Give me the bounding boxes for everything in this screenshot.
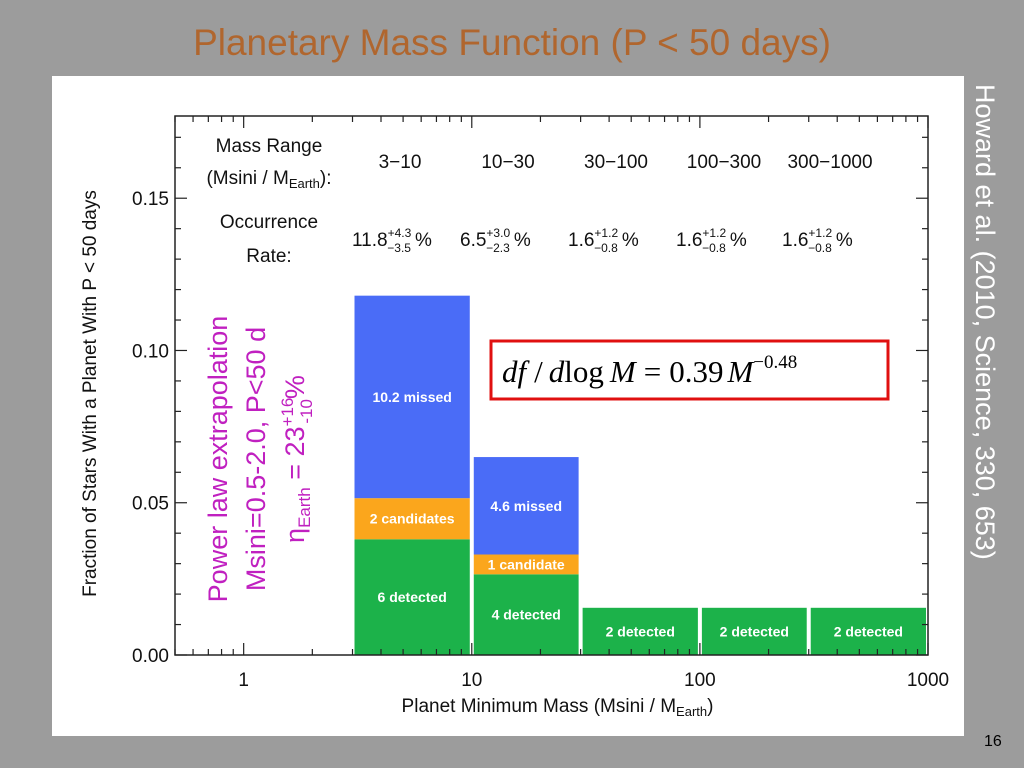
mass-range-units: (Msini / MEarth): (206, 168, 331, 191)
bar-label-detected-0: 6 detected (378, 589, 447, 605)
x-tick-label-0: 1 (238, 670, 249, 691)
y-tick-label-0: 0.00 (132, 646, 169, 667)
bar-label-detected-4: 2 detected (834, 623, 903, 639)
annotation-line-2: Msini=0.5-2.0, P<50 d (241, 327, 271, 591)
bar-label-candidates-1: 1 candidate (488, 556, 565, 572)
occurrence-heading-rate: Rate: (246, 246, 291, 267)
citation: Howard et al. (2010, Science, 330, 653) (970, 84, 1000, 560)
bar-detected-4 (810, 607, 926, 655)
annotation-line-1: Power law extrapolation (203, 316, 233, 603)
chart-panel: 6 detected 2 candidates 10.2 missed 4 detec… (52, 76, 964, 736)
mass-range-2: 30−100 (584, 152, 648, 173)
plot-frame (174, 115, 929, 656)
annotation-eta-earth: ηEarth = 23+16-10% (278, 375, 316, 543)
bar-detected-0 (354, 539, 470, 655)
power-law-formula: df / dlog M = 0.39 M−0.48 (489, 339, 890, 401)
x-tick-label-1: 10 (461, 670, 482, 691)
y-tick-label-1: 0.05 (132, 494, 169, 515)
x-tick-label-2: 100 (684, 670, 716, 691)
header-columns: 3−10 11.8+4.3 −3.5 % 10−30 6.5+3.0 −2.3 % 30−100… (352, 152, 873, 255)
bar-label-detected-2: 2 detected (606, 623, 675, 639)
x-axis-label-tail: ) (707, 696, 713, 717)
occurrence-rate-4: 1.6+1.2 −0.8% (782, 226, 853, 255)
bar-label-candidates-0: 2 candidates (370, 511, 455, 527)
bar-candidates-1 (473, 554, 579, 575)
bar-detected-3 (701, 607, 807, 655)
occurrence-rate-0: 11.8+4.3 −3.5% (352, 226, 432, 255)
x-axis-label-main: Planet Minimum Mass (Msini / M (402, 696, 677, 717)
occurrence-rate-2: 1.6+1.2 −0.8% (568, 226, 639, 255)
occurrence-heading: Occurrence (220, 212, 318, 233)
bar-candidates-0 (354, 498, 470, 540)
slide-title: Planetary Mass Function (P < 50 days) (193, 22, 831, 63)
x-axis-label: Planet Minimum Mass (Msini / MEarth) (402, 696, 714, 719)
bar-label-detected-3: 2 detected (720, 623, 789, 639)
bar-detected-2 (582, 607, 698, 655)
bar-label-missed-0: 10.2 missed (372, 389, 451, 405)
formula-box (489, 339, 890, 401)
mass-range-heading: Mass Range (216, 136, 323, 157)
power-law-annotation: Power law extrapolation Msini=0.5-2.0, P… (203, 316, 316, 603)
mass-range-0: 3−10 (379, 152, 422, 173)
bar-detected-1 (473, 574, 579, 655)
bar-missed-1 (473, 457, 579, 555)
x-tick-label-3: 1000 (907, 670, 949, 691)
bar-label-missed-1: 4.6 missed (490, 498, 562, 514)
ticks-layer: 1 10 100 1000 0.00 0.05 0.10 0.15 (132, 116, 949, 691)
y-tick-label-2: 0.10 (132, 341, 169, 362)
bars-layer: 6 detected 2 candidates 10.2 missed 4 detec… (354, 295, 926, 655)
mass-range-1: 10−30 (481, 152, 534, 173)
occurrence-rate-1: 6.5+3.0 −2.3% (460, 226, 531, 255)
mass-range-4: 300−1000 (787, 152, 872, 173)
mass-function-chart: 6 detected 2 candidates 10.2 missed 4 detec… (80, 115, 949, 719)
x-axis-label-sub: Earth (676, 704, 707, 719)
occurrence-rate-3: 1.6+1.2 −0.8% (676, 226, 747, 255)
bar-missed-0 (354, 295, 470, 499)
page-number: 16 (984, 733, 1002, 750)
y-tick-label-3: 0.15 (132, 189, 169, 210)
bar-label-detected-1: 4 detected (492, 607, 561, 623)
mass-range-3: 100−300 (687, 152, 762, 173)
y-axis-label: Fraction of Stars With a Planet With P <… (80, 190, 101, 597)
